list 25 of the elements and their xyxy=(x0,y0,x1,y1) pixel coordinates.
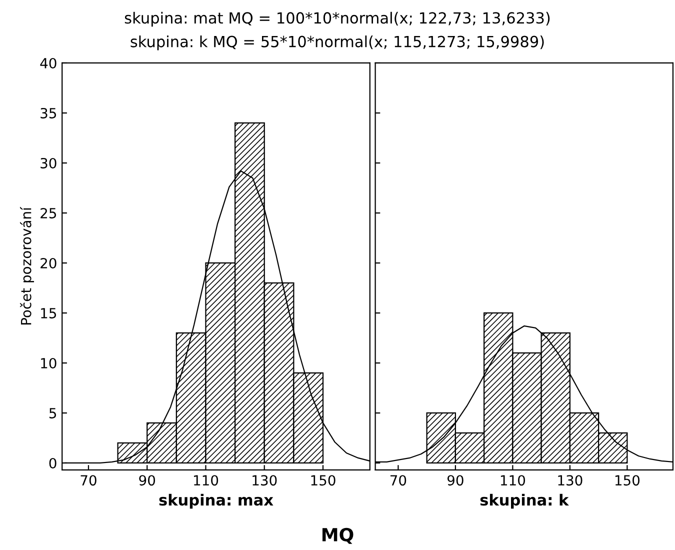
y-tick-label: 40 xyxy=(40,58,56,68)
y-tick-label: 20 xyxy=(40,258,56,268)
y-tick-label: 25 xyxy=(40,208,56,218)
y-tick-label: 15 xyxy=(41,308,56,318)
x-axis-title: skupina: k xyxy=(480,494,569,509)
text: MQ xyxy=(322,528,354,544)
x-tick-label: 150 xyxy=(615,475,640,486)
y-tick-label: 35 xyxy=(40,108,56,118)
x-tick-label: 110 xyxy=(500,475,526,486)
x-tick-label: 110 xyxy=(194,475,218,486)
x-tick-label: 90 xyxy=(139,475,156,486)
y-axis-title: Počet pozorování xyxy=(20,206,34,325)
y-tick-label: 5 xyxy=(49,408,56,418)
x-tick-label: 70 xyxy=(80,475,96,486)
x-axis-title: skupina: max xyxy=(159,494,274,509)
x-tick-label: 90 xyxy=(447,475,464,486)
x-tick-label: 150 xyxy=(311,475,336,486)
chart-title: skupina: mat MQ = 100*10*normal(x; 122,73; 13,6233) xyxy=(124,12,550,27)
x-tick-label: 70 xyxy=(390,475,406,486)
y-tick-label: 30 xyxy=(40,158,56,168)
y-tick-label: 0 xyxy=(49,458,56,468)
x-tick-label: 130 xyxy=(252,475,277,486)
chart-subtitle: skupina: k MQ = 55*10*normal(x; 115,1273; 15,9989) xyxy=(130,36,544,50)
y-tick-label: 10 xyxy=(41,358,56,368)
x-tick-label: 130 xyxy=(558,475,582,486)
